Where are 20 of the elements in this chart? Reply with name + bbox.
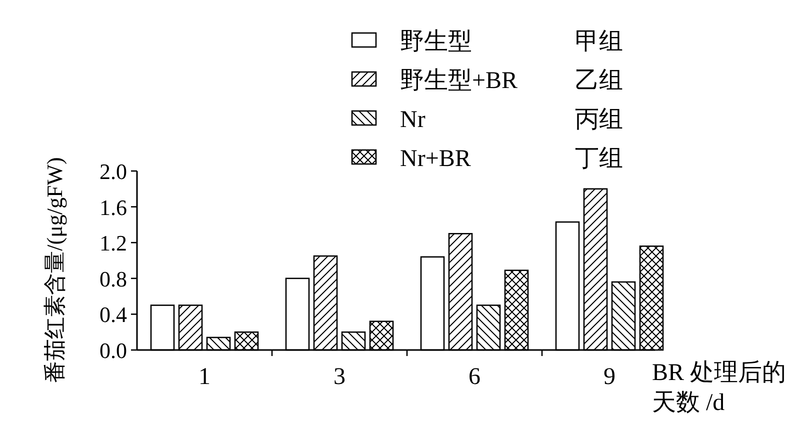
y-tick-label: 1.6 [100,194,127,220]
text: 甲组 [575,29,623,55]
annotation: 丁组 [575,146,623,172]
y-tick-label: 0.8 [100,266,127,292]
x-tick-label: 3 [334,364,346,390]
x-tick-label: 1 [198,364,210,390]
x-tick-label: 6 [468,364,480,390]
y-tick-label: 1.2 [100,230,127,256]
y-axis-title: 番茄红素含量/(μg/gFW) [42,157,67,383]
y-tick-label: 0.4 [100,302,127,328]
x-axis-title: BR 处理后的天数 /d [652,359,788,418]
text: 丙组 [575,107,623,133]
y-tick-label: 2.0 [100,159,127,184]
legend-label: 野生型 [400,29,472,55]
legend-label: Nr+BR [400,146,471,172]
x-tick-label: 9 [604,364,616,390]
legend-label: 野生型+BR [400,68,518,94]
legend-label: Nr [400,107,426,133]
y-tick-label: 0.0 [100,338,127,363]
text: 乙组 [575,68,623,94]
